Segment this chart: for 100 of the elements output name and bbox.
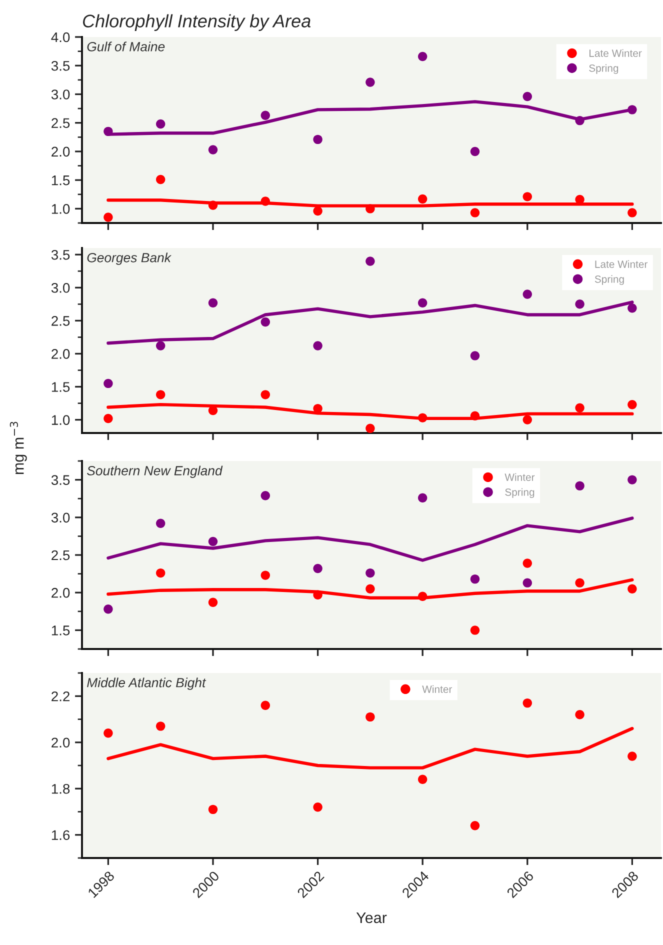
point [366,568,375,578]
point [522,698,532,708]
y-tick-label: 1.5 [52,176,70,186]
point [418,774,428,784]
point [313,134,322,144]
legend-label: Winter [504,473,535,481]
point [104,212,113,222]
point [470,821,480,830]
point [575,710,584,720]
y-tick-label: 2.5 [52,550,70,560]
point [628,304,637,313]
y-tick-label: 2.2 [52,691,70,702]
point [418,493,428,502]
y-tick-label: 2.0 [52,349,70,359]
y-tick-label: 3.0 [51,282,70,293]
y-tick-label: 2.0 [52,146,70,157]
point [418,194,428,204]
point [104,728,113,738]
point [156,174,166,184]
y-tick-label: 3.5 [51,250,70,260]
point [575,403,584,412]
point [366,584,375,594]
point [575,481,584,490]
point [208,200,218,210]
point [522,578,532,588]
point [522,558,532,568]
y-tick-label: 1.5 [52,382,70,392]
point [366,78,375,87]
point [470,574,480,584]
point [470,411,480,420]
y-tick-label: 3.5 [51,475,70,485]
point [260,490,270,500]
y-tick-label: 1.5 [52,626,70,636]
point [104,126,113,136]
point [628,752,637,761]
point [313,590,322,600]
point [313,341,322,350]
point [418,413,428,422]
point [156,518,166,528]
point [208,298,218,308]
point [260,700,270,710]
point [418,592,428,601]
point [366,204,375,214]
point [104,604,113,614]
y-axis-title: mg m$^{−3}$ [10,422,27,474]
point [522,290,532,299]
point [470,351,480,360]
point [470,208,480,218]
point [208,598,218,607]
legend-label: Spring [594,275,624,285]
y-tick-label: 2.5 [52,118,70,128]
point [470,146,480,156]
point [156,119,166,129]
point [104,378,113,388]
y-tick-label: 1.0 [52,415,70,425]
y-tick-label: 3.0 [51,90,70,100]
point [260,110,270,120]
point [156,390,166,400]
point [418,52,428,62]
y-tick-label: 2.5 [52,316,70,326]
point [522,192,532,202]
point [208,145,218,154]
point [575,578,584,588]
point [628,105,637,114]
point [366,256,375,266]
point [575,300,584,309]
line-series [106,578,634,600]
point [470,626,480,635]
legend-label: Spring [505,488,534,498]
point [522,92,532,102]
annotation: Georges Bank [87,252,172,265]
point [418,298,428,308]
annotation: Middle Atlantic Bight [87,678,206,690]
annotation: Southern New England [87,466,223,478]
point [628,208,637,218]
y-tick-label: 3.0 [51,512,70,523]
y-tick-label: 1.8 [52,784,70,794]
y-tick-label: 3.5 [51,60,70,71]
chart-title: Chlorophyll Intensity by Area [82,14,311,32]
point [522,415,532,424]
y-tick-label: 1.0 [52,204,70,214]
point [313,404,322,414]
point [260,317,270,327]
y-tick-label: 2.0 [52,588,70,598]
point [628,475,637,484]
point [628,584,637,594]
point [366,712,375,722]
annotation: Gulf of Maine [87,42,165,52]
point [208,406,218,416]
point [628,400,637,410]
legend-label: Late Winter [595,260,648,268]
point [208,536,218,546]
point [260,570,270,580]
point [313,802,322,812]
point [313,564,322,574]
point [260,196,270,206]
y-tick-label: 1.6 [52,830,70,840]
legend-label: Winter [422,685,452,693]
legend-label: Spring [589,64,618,74]
point [313,206,322,216]
